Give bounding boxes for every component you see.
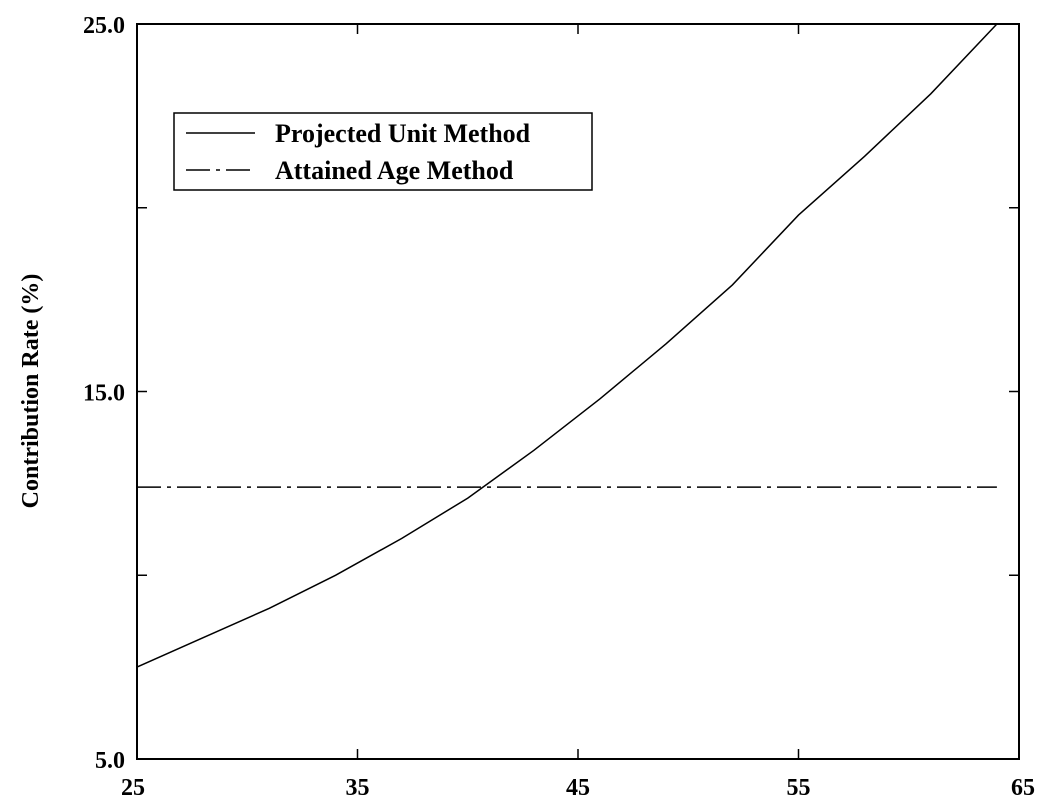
y-tick-label: 5.0 [95,748,125,774]
legend-label-projected-unit: Projected Unit Method [275,119,531,148]
y-tick-label: 15.0 [83,381,125,407]
y-tick-label: 25.0 [83,13,125,39]
x-tick-label: 35 [346,775,370,799]
legend-box [173,112,593,191]
x-tick-label: 65 [1011,775,1035,799]
x-tick-label: 45 [566,775,590,799]
ticks [136,23,1020,760]
legend-label-attained-age: Attained Age Method [275,156,514,185]
legend: Projected Unit Method Attained Age Metho… [173,112,593,191]
y-axis-title: Contribution Rate (%) [18,274,44,509]
x-tick-label: 55 [787,775,811,799]
series-lines [136,23,998,668]
tick-labels: 25 35 45 55 65 5.0 15.0 25.0 [83,13,1035,801]
x-tick-label: 25 [121,775,145,799]
series-line-projected-unit [136,23,998,668]
